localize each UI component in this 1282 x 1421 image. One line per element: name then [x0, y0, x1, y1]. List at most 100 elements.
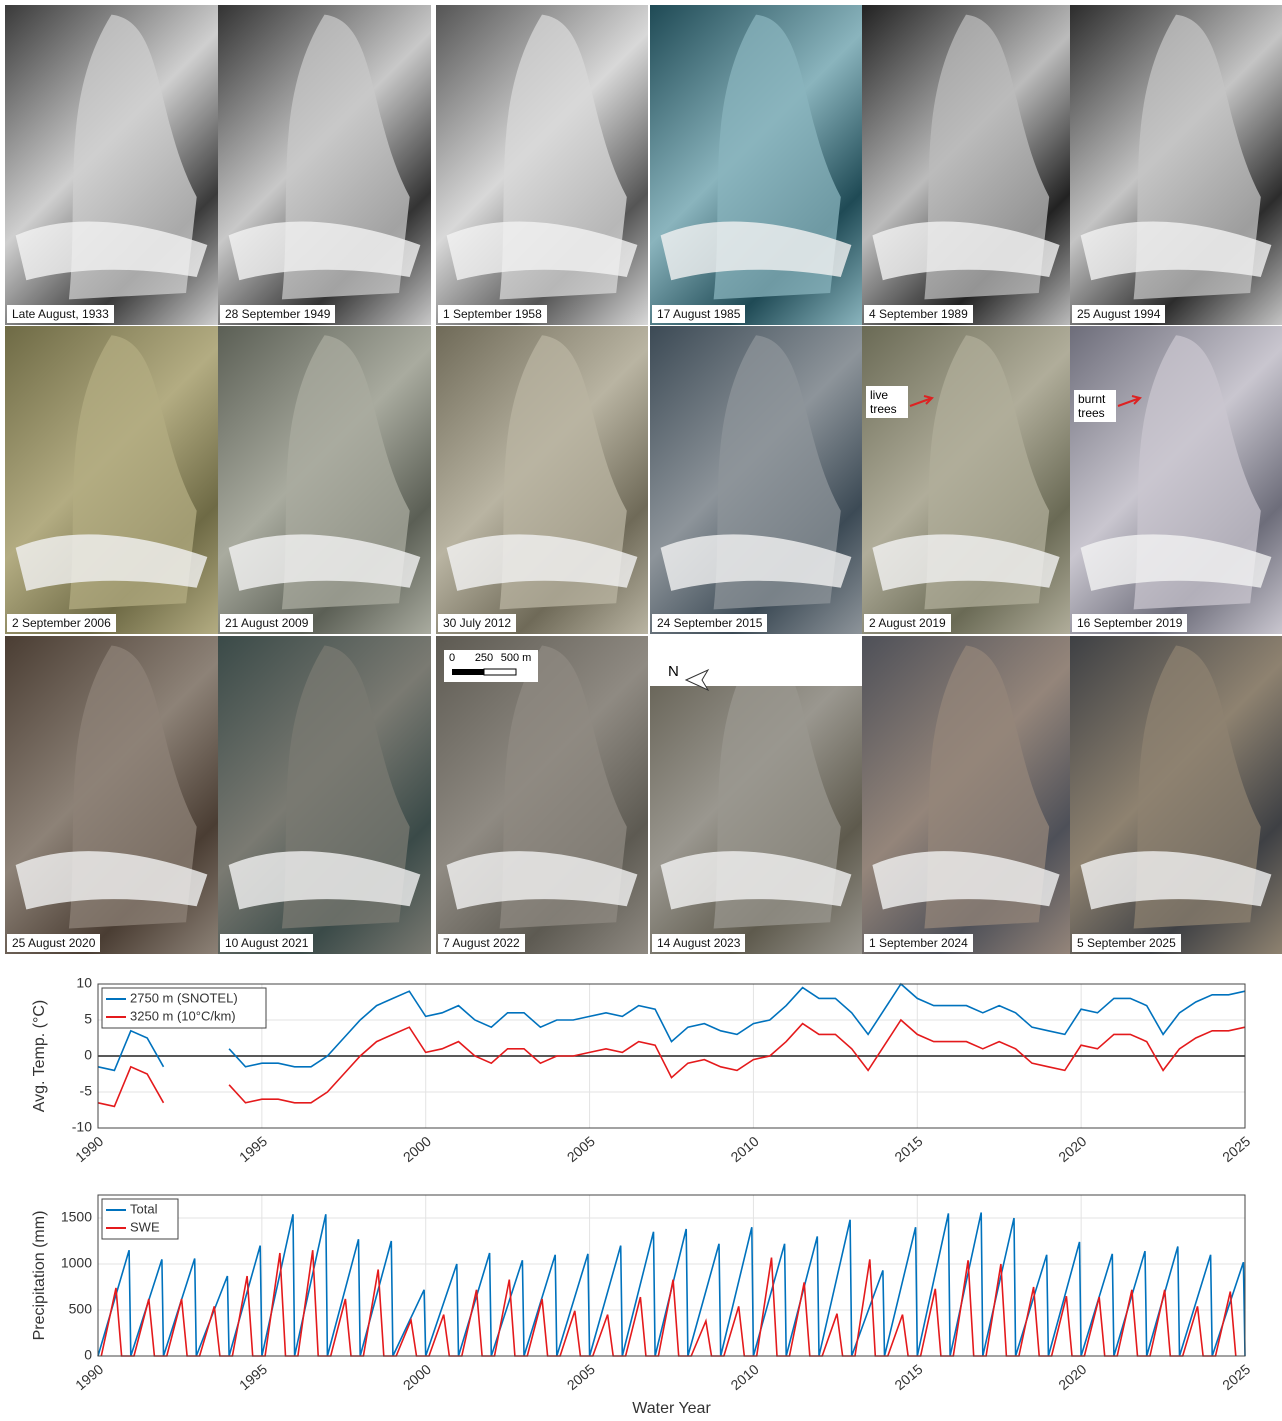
photo-caption: 28 September 1949 — [220, 305, 335, 323]
x-tick-label: 1995 — [236, 1133, 270, 1165]
x-tick-label: 2010 — [728, 1133, 762, 1165]
x-tick-label: 2015 — [891, 1361, 925, 1393]
photo-caption: 24 September 2015 — [652, 614, 767, 632]
photo-caption: 10 August 2021 — [220, 934, 313, 952]
photo-caption: Late August, 1933 — [7, 305, 114, 323]
x-tick-label: 2025 — [1219, 1361, 1253, 1393]
y-axis-label: Avg. Temp. (°C) — [31, 1000, 48, 1113]
photo-caption: 30 July 2012 — [438, 614, 516, 632]
arrow — [1118, 396, 1140, 406]
scale-label: 500 m — [501, 652, 532, 664]
photo-panel: N 14 August 2023 — [650, 636, 862, 954]
x-tick-label: 1990 — [72, 1133, 106, 1165]
y-tick-label: 10 — [76, 975, 92, 991]
charts: -10 -5 0 5 10 1990 1995 2000 2005 2010 2015 2020 202… — [0, 955, 1282, 1421]
annotation-label: burnt trees — [1074, 390, 1116, 422]
photo-image — [650, 5, 862, 325]
legend-label: 3250 m (10°C/km) — [130, 1008, 236, 1023]
y-tick-label: -10 — [72, 1119, 92, 1135]
x-tick-label: 2015 — [891, 1133, 925, 1165]
page: {"photos": [ {"caption": "Late August, 1… — [0, 0, 1282, 1421]
x-tick-label: 2010 — [728, 1361, 762, 1393]
x-tick-label: 2020 — [1055, 1361, 1089, 1393]
annotation-label: live trees — [866, 386, 908, 418]
north-bg — [650, 636, 862, 686]
x-tick-label: 2020 — [1055, 1133, 1089, 1165]
photo-image — [650, 326, 862, 634]
photo-image — [1070, 326, 1282, 634]
x-tick-label: 2005 — [564, 1133, 598, 1165]
photo-caption: 25 August 1994 — [1072, 305, 1165, 323]
photo-panel: 30 July 2012 — [436, 326, 648, 634]
scale-label: 0 — [449, 652, 455, 664]
photo-panel: 17 August 1985 — [650, 5, 862, 325]
photo-panel: 1 September 1958 — [436, 5, 648, 325]
photo-panel: 2 August 2019 live trees — [862, 326, 1070, 634]
y-tick-label: -5 — [80, 1083, 93, 1099]
photo-panel: 21 August 2009 — [218, 326, 431, 634]
photo-caption: 7 August 2022 — [438, 934, 525, 952]
photo-panel: 5 September 2025 — [1070, 636, 1282, 954]
scale-bar: 0 250 500 m — [444, 650, 538, 682]
photo-panel: 2 September 2006 — [5, 326, 218, 634]
scale-label: 250 — [475, 652, 493, 664]
scale-black — [452, 669, 484, 675]
y-tick-label: 1000 — [61, 1255, 92, 1271]
photo-caption: 21 August 2009 — [220, 614, 313, 632]
photo-caption: 25 August 2020 — [7, 934, 100, 952]
legend-label: SWE — [130, 1219, 160, 1234]
photo-image — [5, 5, 218, 325]
photo-panel: 25 August 1994 — [1070, 5, 1282, 325]
photo-caption: 1 September 2024 — [864, 934, 973, 952]
photo-image — [5, 326, 218, 634]
photo-caption: 2 August 2019 — [864, 614, 951, 632]
photo-image — [862, 5, 1070, 325]
x-tick-label: 1990 — [72, 1361, 106, 1393]
photo-image — [1070, 5, 1282, 325]
photo-image — [218, 636, 431, 954]
photo-panel: 24 September 2015 — [650, 326, 862, 634]
y-axis-label: Precipitation (mm) — [31, 1211, 48, 1341]
photo-panel: 1 September 2024 — [862, 636, 1070, 954]
photo-image — [218, 5, 431, 325]
arrow — [910, 396, 932, 406]
photo-image — [436, 636, 648, 954]
photo-image — [1070, 636, 1282, 954]
north-label: N — [668, 663, 679, 680]
photo-panel: 4 September 1989 — [862, 5, 1070, 325]
legend-label: 2750 m (SNOTEL) — [130, 990, 238, 1005]
photo-caption: 5 September 2025 — [1072, 934, 1181, 952]
photo-image — [5, 636, 218, 954]
photo-image — [436, 326, 648, 634]
photo-panel: 7 August 2022 0 250 500 m — [436, 636, 648, 954]
photo-panel: 10 August 2021 — [218, 636, 431, 954]
photo-caption: 17 August 1985 — [652, 305, 745, 323]
photo-panel: Late August, 1933 — [5, 5, 218, 325]
photo-image — [862, 326, 1070, 634]
scale-white — [484, 669, 516, 675]
photo-caption: 4 September 1989 — [864, 305, 973, 323]
x-axis-label: Water Year — [632, 1400, 711, 1417]
photo-image — [862, 636, 1070, 954]
photo-image: N — [650, 636, 862, 954]
plot-area — [98, 1195, 1245, 1356]
photo-image — [436, 5, 648, 325]
photo-caption: 14 August 2023 — [652, 934, 745, 952]
legend-label: Total — [130, 1201, 158, 1216]
photo-caption: 1 September 1958 — [438, 305, 547, 323]
photo-image — [218, 326, 431, 634]
y-tick-label: 500 — [69, 1301, 93, 1317]
x-tick-label: 2000 — [400, 1361, 434, 1393]
y-tick-label: 0 — [84, 1047, 92, 1063]
x-tick-label: 1995 — [236, 1361, 270, 1393]
scale-graphic: 0 250 500 m — [444, 650, 538, 682]
y-tick-label: 5 — [84, 1011, 92, 1027]
y-tick-label: 0 — [84, 1347, 92, 1363]
photo-panel: 28 September 1949 — [218, 5, 431, 325]
photo-panel: 25 August 2020 — [5, 636, 218, 954]
photo-caption: 2 September 2006 — [7, 614, 116, 632]
x-tick-label: 2005 — [564, 1361, 598, 1393]
y-tick-label: 1500 — [61, 1209, 92, 1225]
x-tick-label: 2025 — [1219, 1133, 1253, 1165]
